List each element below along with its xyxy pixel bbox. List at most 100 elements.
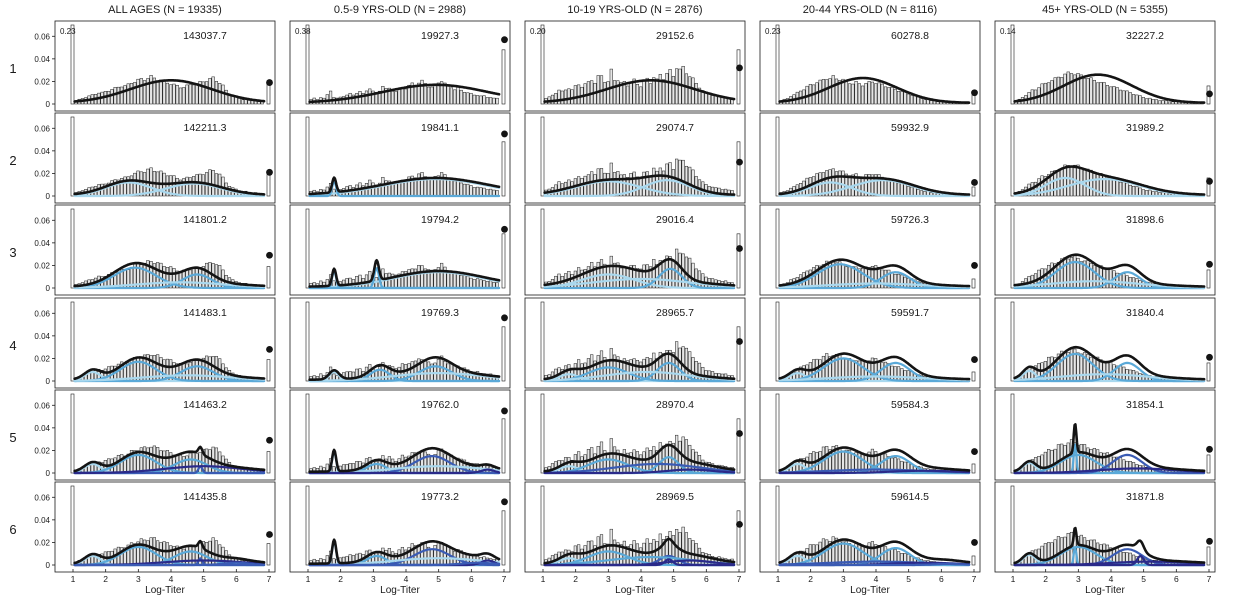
histogram-bar	[142, 446, 147, 474]
histogram-bar	[70, 116, 75, 197]
histogram-bar	[191, 84, 196, 105]
y-tick-label: 0.06	[34, 32, 50, 41]
panel: 28969.5 1 2 3 4 5 6 7 Log-Titer	[524, 481, 746, 596]
histogram-bar	[1086, 260, 1090, 289]
histogram-bar	[459, 275, 463, 289]
histogram-bar	[903, 184, 907, 197]
histogram-bar	[540, 393, 545, 474]
histogram-bar	[1125, 460, 1129, 474]
histogram-bar	[1122, 459, 1126, 474]
histogram-bar	[218, 173, 222, 197]
histogram-bar	[492, 97, 496, 105]
histogram-bar	[971, 463, 976, 474]
y-tick-label: 0.06	[34, 124, 50, 133]
histogram-bar	[825, 79, 829, 105]
panel-value: 60278.8	[891, 30, 929, 42]
histogram-bar	[195, 83, 199, 105]
histogram-bar	[874, 174, 878, 197]
y-tick-label: 0.04	[34, 55, 50, 64]
component-curve	[73, 365, 266, 383]
histogram-bar	[1073, 255, 1077, 289]
histogram-bar	[684, 73, 689, 105]
x-tick-label: 3	[371, 574, 376, 584]
histogram-bar	[211, 170, 215, 197]
edge-point	[266, 168, 273, 176]
histogram-bar	[847, 83, 852, 105]
x-tick-label: 4	[874, 574, 879, 584]
histogram-bar	[841, 78, 845, 105]
y-tick-label: 0.02	[34, 538, 50, 547]
histogram-bar	[440, 81, 444, 105]
histogram-bar	[906, 186, 910, 197]
histogram-bar	[697, 362, 702, 382]
histogram-bar	[612, 80, 617, 105]
histogram-bar	[188, 452, 192, 474]
histogram-bar	[775, 301, 780, 382]
histogram-bar	[580, 178, 584, 197]
histogram-bar	[661, 79, 666, 105]
histogram-bar	[162, 266, 166, 289]
y-tick-label: 0	[46, 100, 51, 109]
histogram-bar	[462, 275, 467, 289]
histogram-bar	[436, 359, 440, 382]
overflow-label: 0.38	[295, 27, 311, 36]
edge-point	[971, 539, 978, 546]
overflow-label: 0.23	[60, 27, 76, 36]
total-fit-curve	[778, 76, 971, 104]
panel-frame	[524, 20, 746, 112]
histogram-bar	[1076, 352, 1080, 382]
x-tick-label: 4	[169, 574, 174, 584]
histogram-bar	[1206, 269, 1211, 289]
histogram-bar	[586, 174, 591, 197]
histogram-bar	[606, 452, 610, 474]
histogram-bar	[1092, 79, 1096, 105]
histogram-bar	[426, 361, 431, 382]
panel-value: 31989.2	[1126, 122, 1164, 134]
component-curve	[778, 361, 971, 383]
histogram-bar	[1053, 170, 1057, 197]
total-fit-curve	[543, 352, 736, 381]
histogram-bar	[831, 75, 835, 105]
histogram-bar	[364, 90, 369, 105]
histogram-bar	[133, 82, 137, 105]
histogram-bar	[449, 179, 454, 197]
histogram-bar	[185, 176, 189, 197]
histogram-bar	[240, 99, 245, 105]
histogram-bar	[736, 418, 741, 474]
panel-value: 28969.5	[656, 491, 694, 503]
panel-frame	[289, 389, 511, 481]
histogram-bar	[129, 175, 134, 197]
histogram-bar	[540, 24, 545, 105]
histogram-bar	[1128, 552, 1132, 566]
histogram-bar	[205, 448, 209, 474]
histogram-bar	[381, 86, 385, 105]
histogram-bar	[247, 100, 251, 105]
component-curve	[778, 181, 971, 198]
histogram-bar	[384, 366, 388, 382]
histogram-bar	[586, 81, 591, 105]
panel: 19927.3 0.38	[289, 20, 511, 112]
component-curve	[1013, 467, 1206, 475]
histogram-bar	[1089, 169, 1093, 197]
histogram-bar	[185, 546, 189, 566]
histogram-bar	[501, 510, 506, 566]
histogram-bar	[632, 78, 636, 105]
histogram-bar	[195, 360, 199, 382]
x-tick-label: 6	[704, 574, 709, 584]
histogram-bar	[188, 177, 192, 197]
histogram-bar	[675, 434, 679, 474]
histogram-bar	[1060, 168, 1064, 197]
panel-frame	[759, 204, 981, 296]
histogram-bar	[133, 172, 137, 197]
histogram-bar	[410, 361, 414, 382]
histogram-bar	[635, 83, 640, 105]
panel: 0 0.02 0.04 0.06 141801.2	[34, 204, 276, 296]
histogram-bar	[420, 79, 424, 105]
histogram-bar	[466, 92, 470, 105]
histogram-bar	[70, 301, 75, 382]
histogram-bar	[890, 87, 894, 105]
histogram-bar	[1010, 208, 1015, 289]
histogram-bar	[325, 94, 329, 105]
histogram-bar	[736, 510, 741, 566]
edge-point	[1206, 260, 1213, 268]
